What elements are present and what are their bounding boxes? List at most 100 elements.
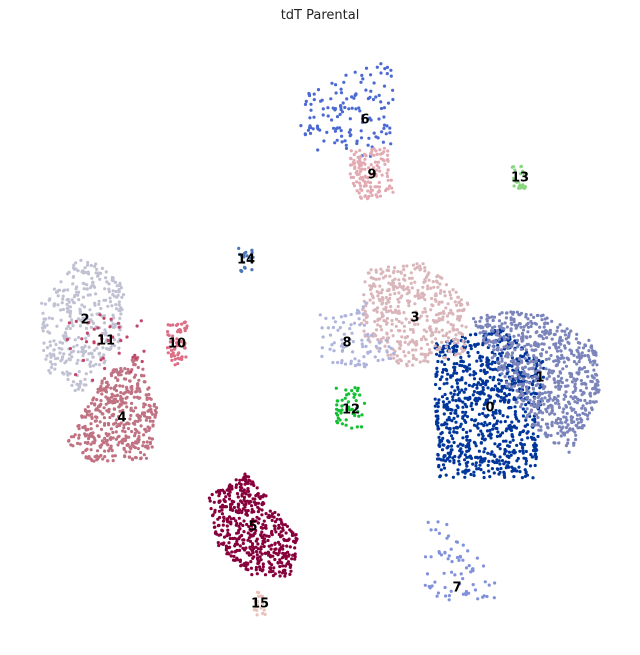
cell-point <box>423 298 427 302</box>
cell-point <box>283 553 287 557</box>
cell-point <box>521 372 526 376</box>
cell-point <box>241 507 245 511</box>
cell-point <box>148 426 152 430</box>
cell-point <box>478 319 482 323</box>
cell-point <box>241 523 245 528</box>
cell-point <box>539 366 543 370</box>
cell-point <box>283 564 288 568</box>
cluster-8-points <box>318 301 396 369</box>
cell-point <box>534 359 538 364</box>
cell-point <box>103 449 107 453</box>
cell-point <box>510 374 515 379</box>
cell-point <box>86 436 91 441</box>
cell-point <box>555 349 560 353</box>
cell-point <box>171 323 175 327</box>
cell-point <box>377 189 382 193</box>
cell-point <box>247 478 251 482</box>
cell-point <box>360 167 364 171</box>
cell-point <box>498 434 502 438</box>
cell-point <box>550 371 554 375</box>
cell-point <box>498 442 502 446</box>
cell-point <box>118 370 122 374</box>
cell-point <box>444 306 448 310</box>
cell-point <box>113 325 117 329</box>
cell-point <box>524 470 528 474</box>
cell-point <box>555 355 560 359</box>
cell-point <box>484 401 488 405</box>
cell-point <box>102 441 106 445</box>
cell-point <box>364 66 369 70</box>
cell-point <box>265 534 269 538</box>
cell-point <box>492 348 496 352</box>
cell-point <box>523 474 528 478</box>
cluster-12-points <box>334 386 367 430</box>
cell-point <box>506 415 510 419</box>
cell-point <box>554 385 558 389</box>
cell-point <box>309 108 313 112</box>
cell-point <box>108 415 112 420</box>
cell-point <box>294 536 298 541</box>
cell-point <box>270 512 275 516</box>
cell-point <box>80 350 84 354</box>
cell-point <box>464 566 469 570</box>
cell-point <box>519 389 523 393</box>
cell-point <box>237 524 241 528</box>
cell-point <box>101 356 105 360</box>
cell-point <box>370 333 374 337</box>
cell-point <box>468 447 472 451</box>
cell-point <box>74 373 78 377</box>
cell-point <box>435 373 439 377</box>
cell-point <box>411 328 415 332</box>
cell-point <box>516 456 520 461</box>
cell-point <box>450 408 454 412</box>
cell-point <box>436 520 440 524</box>
cell-point <box>461 436 465 440</box>
cell-point <box>256 561 261 565</box>
cell-point <box>129 390 134 394</box>
cell-point <box>251 551 255 555</box>
cell-point <box>87 320 91 325</box>
cell-point <box>96 390 100 394</box>
cell-point <box>438 354 442 358</box>
cell-point <box>530 383 535 387</box>
cell-point <box>86 263 90 267</box>
cell-point <box>372 81 376 85</box>
cell-point <box>480 432 484 436</box>
cell-point <box>71 435 76 439</box>
cell-point <box>107 407 111 411</box>
cell-point <box>102 321 107 325</box>
cell-point <box>500 357 504 361</box>
cell-point <box>488 367 492 371</box>
cell-point <box>451 456 455 460</box>
cell-point <box>85 358 89 362</box>
cell-point <box>99 358 103 362</box>
cell-point <box>244 509 248 513</box>
cell-point <box>504 466 508 470</box>
cell-point <box>374 307 378 312</box>
cell-point <box>540 392 545 396</box>
cell-point <box>218 515 222 520</box>
cell-point <box>442 403 446 407</box>
cell-point <box>373 320 377 324</box>
cell-point <box>142 453 146 457</box>
cell-point <box>594 353 598 357</box>
cell-point <box>373 160 378 164</box>
cell-point <box>529 344 533 348</box>
cell-point <box>45 346 50 350</box>
cell-point <box>569 395 573 399</box>
cell-point <box>114 384 118 388</box>
cell-point <box>249 553 253 557</box>
cell-point <box>546 371 551 375</box>
cell-point <box>422 328 426 332</box>
cell-point <box>500 322 504 326</box>
cell-point <box>386 265 390 269</box>
cell-point <box>64 359 68 363</box>
cell-point <box>285 524 289 529</box>
cell-point <box>541 313 545 317</box>
cell-point <box>505 311 509 315</box>
cell-point <box>344 423 348 427</box>
cell-point <box>267 570 272 574</box>
cell-point <box>112 398 116 402</box>
cell-point <box>465 365 469 370</box>
cell-point <box>109 386 113 390</box>
